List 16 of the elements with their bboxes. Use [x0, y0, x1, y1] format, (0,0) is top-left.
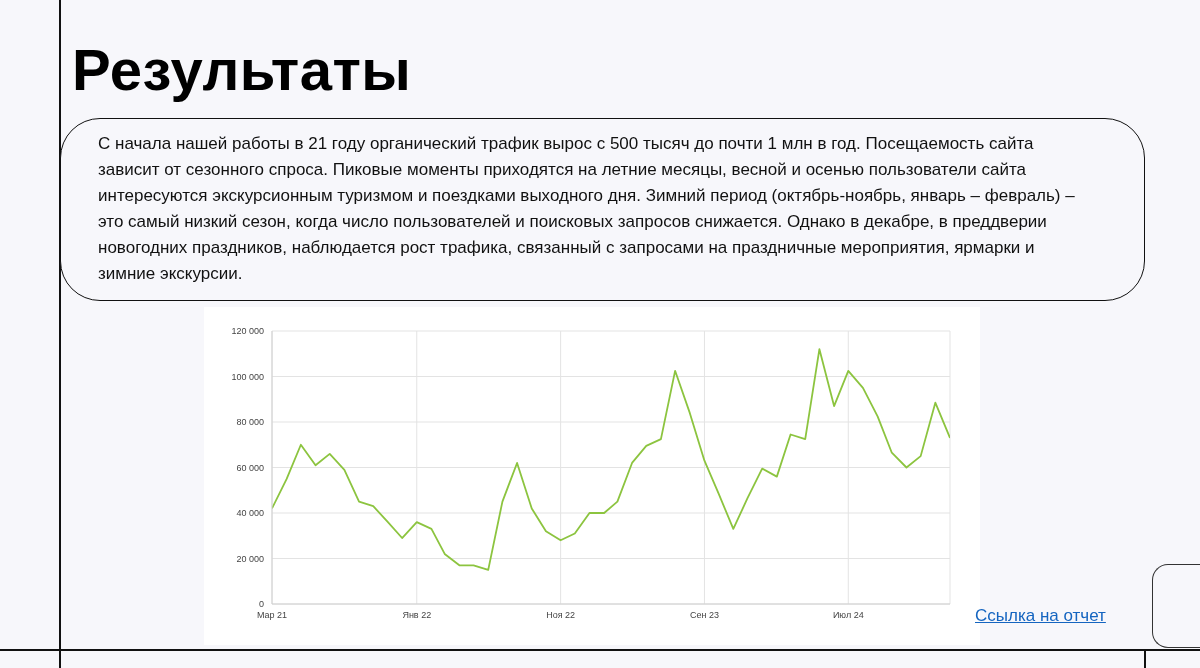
x-tick-label: Ноя 22	[546, 610, 576, 621]
chart-subtitle: С начала нашей работы в 21 году органический трафик вырос с 500 тысяч до почти 1 млн в год. Посещаемость сайта зависит от сезонного спроса. Пиковые моменты приходятся на летние месяцы, весной и осенью пользователи сайта интересуются экскурсионным туризмом и поездками выходного дня. Зимний период (октябрь-ноябрь, январь – февраль) – это самый низкий сезон, когда число пользователей и поисковых запросов снижается. Однако в декабре, в преддверии новогодних праздников, наблюдается рост трафика, связанный с запросами на праздничные мероприятия, ярмарки и зимние экскурсии.	[98, 133, 1076, 285]
y-tick-label: 100 000	[231, 371, 264, 382]
text: Ссылка на отчет	[975, 606, 1106, 626]
x-tick-label: Мар 21	[256, 610, 288, 621]
y-tick-label: 40 000	[236, 508, 264, 519]
x-tick-label: Янв 22	[402, 610, 432, 621]
y-tick-label: 60 000	[236, 462, 264, 473]
y-tick-label: 20 000	[236, 553, 264, 564]
y-tick-label: 120 000	[231, 326, 264, 337]
y-tick-label: 0	[258, 599, 264, 610]
x-tick-label: Июл 24	[832, 610, 864, 621]
y-tick-label: 80 000	[236, 417, 264, 428]
line-series	[272, 348, 950, 571]
chart-title: Результаты	[72, 36, 412, 103]
x-tick-label: Сен 23	[689, 610, 719, 621]
